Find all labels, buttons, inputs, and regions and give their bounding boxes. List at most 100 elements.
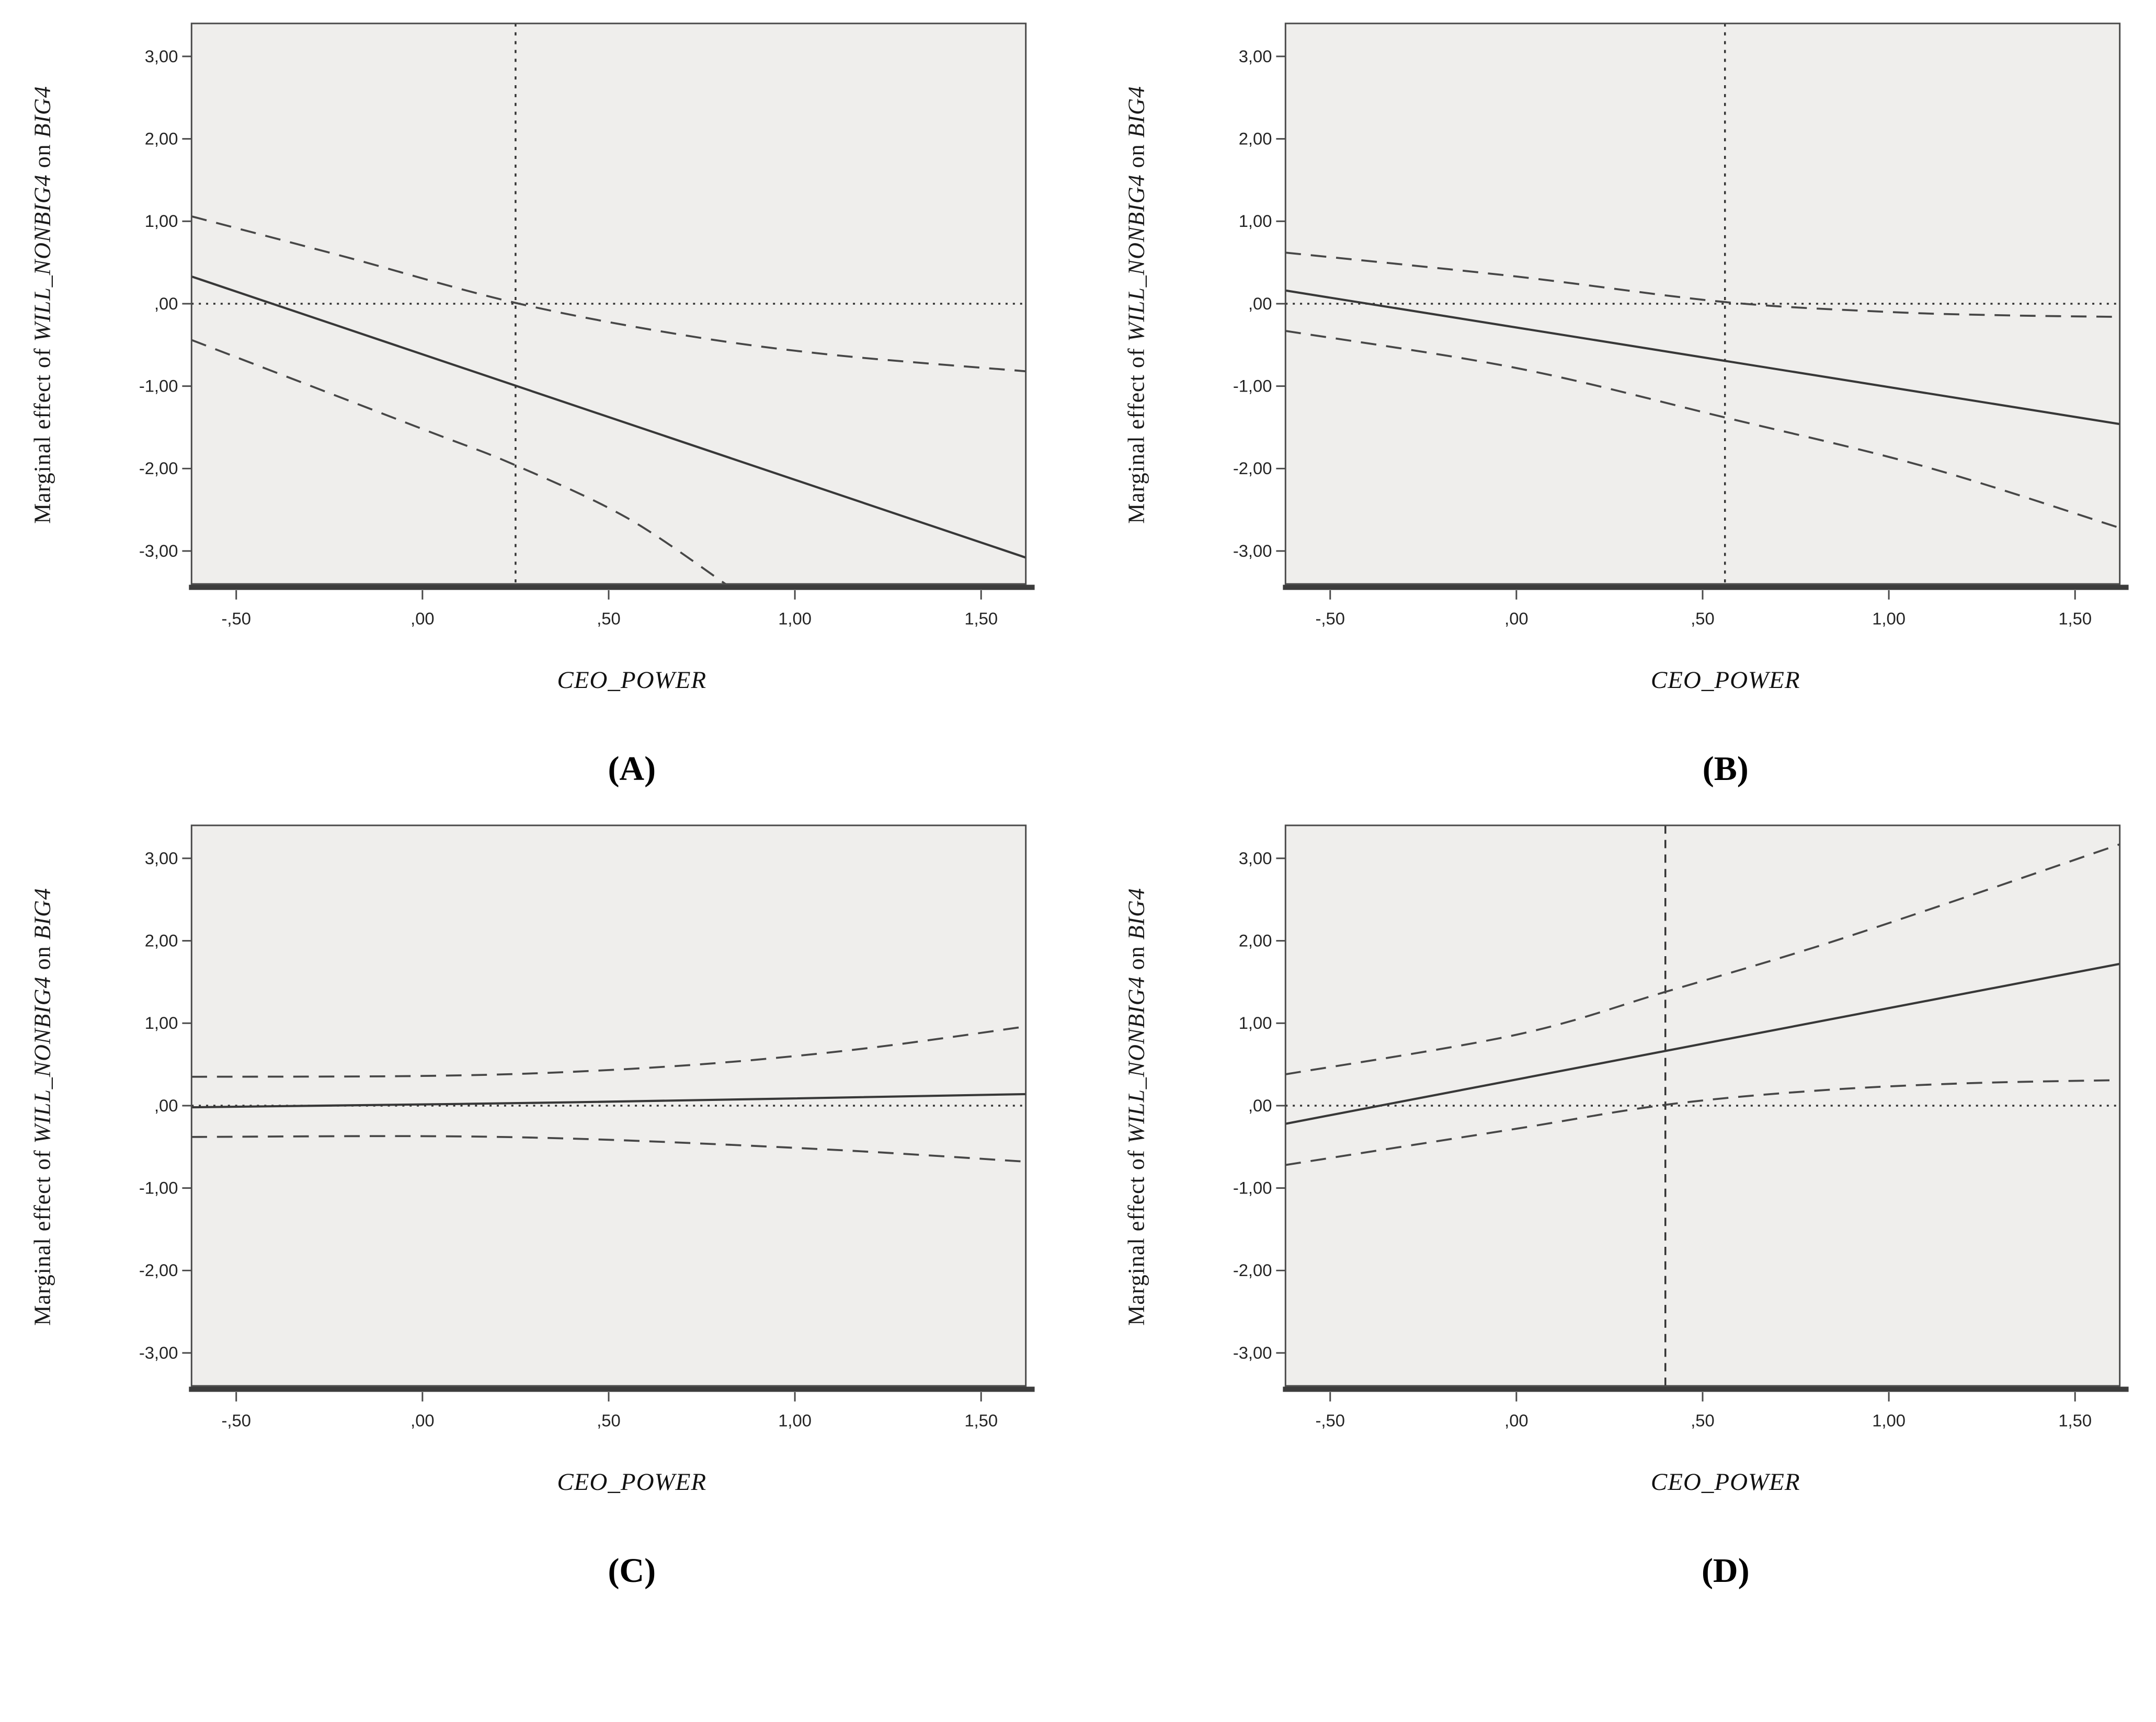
y-tick-label: 1,00 [1238,1013,1272,1032]
x-tick-label: ,00 [1504,1411,1528,1430]
y-tick-label: 1,00 [1238,211,1272,231]
chart-panel-c: -,50 ,00 ,50 1,00 1,50 3,00 2,00 1,00 ,00 -1,00 -2… [139,824,1035,1430]
y-tick-label: 2,00 [145,129,178,148]
x-tick-label: 1,50 [964,1411,998,1430]
y-tick-label: -2,00 [139,1260,178,1280]
y-tick-label: ,00 [1248,1096,1272,1115]
x-tick-label: 1,00 [1872,609,1906,628]
chart-panel-a: -,50 ,00 ,50 1,00 1,50 3,00 2,00 1,00 ,00 -1,00 -2… [139,22,1035,628]
plot-frame [1284,22,2120,585]
x-tick-label: ,00 [1504,609,1528,628]
x-tick-label: ,50 [1691,1411,1715,1430]
y-axis-label: Marginal effect of WILL_NONBIG4 on BIG4 [1123,86,1149,524]
x-axis-line [1282,584,2129,590]
x-tick-label: 1,50 [2058,1411,2092,1430]
y-axis-label: Marginal effect of WILL_NONBIG4 on BIG4 [1123,888,1149,1326]
x-tick-label: 1,00 [778,609,812,628]
marginal_effect_estimate-line [191,1093,1026,1109]
y-tick-label: ,00 [1248,294,1272,313]
panel-d: Marginal effect of WILL_NONBIG4 on BIG4 … [1117,815,2133,1591]
plot-frame [190,22,1027,585]
panel-caption-d: (D) [1701,1552,1750,1590]
x-tick-label: ,00 [410,1411,435,1430]
y-axis-label-text: on [1123,939,1149,977]
x-axis-label: CEO_POWER [557,1468,707,1496]
y-axis-label: Marginal effect of WILL_NONBIG4 on BIG4 [29,86,56,524]
panel-b: Marginal effect of WILL_NONBIG4 on BIG4 … [1117,13,2133,789]
ci_lower-line [1285,1079,2120,1166]
y-tick-label: -1,00 [1233,376,1272,396]
y-tick-label: -1,00 [1233,1178,1272,1198]
y-tick-label: -3,00 [139,541,178,560]
y-axis-label-text: Marginal effect of [29,341,55,524]
y-axis-label-variable: WILL_NONBIG4 [29,976,55,1144]
panel-caption-a: (A) [608,750,656,788]
y-axis-label-variable: BIG4 [29,86,55,138]
figure-grid: Marginal effect of WILL_NONBIG4 on BIG4 … [24,13,2133,1591]
y-tick-label: -2,00 [139,458,178,478]
y-tick-label: ,00 [154,294,178,313]
x-axis-label: CEO_POWER [1650,1468,1800,1496]
y-axis-label-variable: WILL_NONBIG4 [29,174,55,342]
x-tick-label: -,50 [1315,609,1344,628]
x-tick-label: -,50 [1315,1411,1344,1430]
x-axis-label: CEO_POWER [557,667,707,694]
y-axis-label-variable: WILL_NONBIG4 [1123,976,1149,1144]
y-tick-label: 2,00 [1238,129,1272,148]
ci_upper-line [1285,251,2120,318]
y-tick-label: -3,00 [1233,541,1272,560]
y-tick-label: -3,00 [1233,1343,1272,1362]
y-axis-label: Marginal effect of WILL_NONBIG4 on BIG4 [29,888,56,1326]
x-axis-line [189,584,1035,590]
y-tick-label: 3,00 [145,848,178,868]
y-tick-label: 2,00 [145,931,178,950]
marginal_effect_estimate-line [1285,962,2120,1125]
x-axis-line [1282,1386,2129,1392]
x-tick-label: 1,50 [2058,609,2092,628]
plot-frame [1284,824,2120,1387]
y-axis-label-variable: BIG4 [1123,86,1149,138]
x-axis-line [189,1386,1035,1392]
y-axis-label-variable: WILL_NONBIG4 [1123,174,1149,342]
x-tick-label: 1,00 [778,1411,812,1430]
y-tick-label: -3,00 [139,1343,178,1362]
marginal_effect_estimate-line [1285,289,2120,426]
x-axis-label: CEO_POWER [1650,667,1800,694]
y-tick-label: 1,00 [145,1013,178,1032]
x-tick-label: ,50 [597,1411,621,1430]
y-tick-label: 2,00 [1238,931,1272,950]
x-tick-label: -,50 [222,1411,251,1430]
x-tick-label: 1,50 [964,609,998,628]
ci_lower-line [191,339,727,584]
plot-frame [190,824,1027,1387]
x-tick-label: ,50 [597,609,621,628]
x-tick-label: ,50 [1691,609,1715,628]
ci_upper-line [191,1025,1026,1078]
panel-caption-c: (C) [608,1552,656,1590]
x-tick-label: 1,00 [1872,1411,1906,1430]
y-axis-label-text: Marginal effect of [1123,341,1149,524]
y-axis-label-text: on [29,137,55,175]
x-tick-label: ,00 [410,609,435,628]
ci_upper-line [191,215,1026,373]
y-axis-label-variable: BIG4 [1123,888,1149,940]
ci_lower-line [1285,330,2120,529]
y-axis-label-text: Marginal effect of [1123,1143,1149,1326]
y-tick-label: 3,00 [1238,848,1272,868]
marginal_effect_estimate-line [191,275,1026,559]
chart-panel-d: -,50 ,00 ,50 1,00 1,50 3,00 2,00 1,00 ,00 -1,00 -2… [1233,824,2129,1430]
y-tick-label: -1,00 [139,1178,178,1198]
y-axis-label-variable: BIG4 [29,888,55,940]
ci_lower-line [191,1135,1026,1163]
y-tick-label: -1,00 [139,376,178,396]
panel-caption-b: (B) [1702,750,1749,788]
y-tick-label: 1,00 [145,211,178,231]
y-tick-label: -2,00 [1233,1260,1272,1280]
panel-a: Marginal effect of WILL_NONBIG4 on BIG4 … [24,13,1039,789]
y-axis-label-text: on [29,939,55,977]
ci_upper-line [1285,843,2120,1075]
panel-c: Marginal effect of WILL_NONBIG4 on BIG4 … [24,815,1039,1591]
chart-panel-b: -,50 ,00 ,50 1,00 1,50 3,00 2,00 1,00 ,00 -1,00 -2… [1233,22,2129,628]
y-axis-label-text: Marginal effect of [29,1143,55,1326]
y-tick-label: 3,00 [145,47,178,66]
